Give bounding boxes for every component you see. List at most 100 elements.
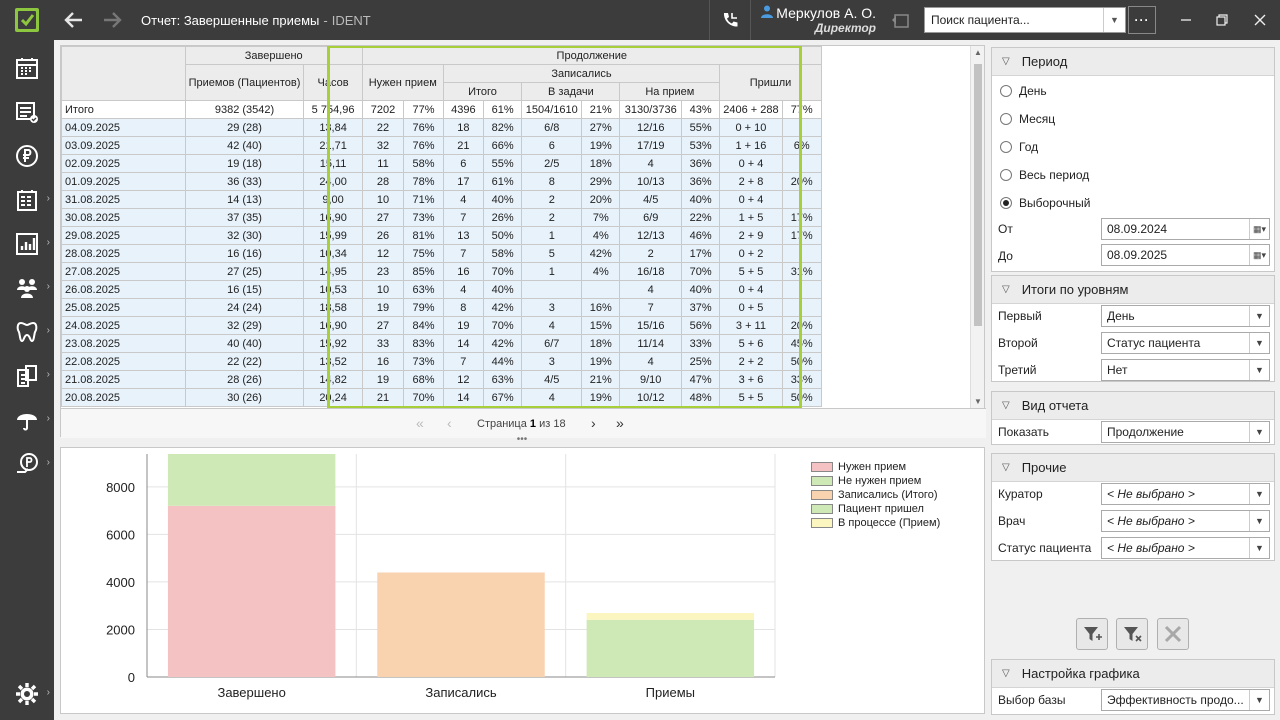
scroll-down-icon[interactable]: ▼ — [974, 397, 982, 406]
prev-page-icon[interactable]: ‹ — [447, 415, 452, 431]
user-icon — [761, 5, 774, 21]
radio-icon[interactable] — [1000, 169, 1012, 181]
chevron-down-icon[interactable]: ▼ — [1103, 8, 1125, 32]
sidebar-item-dental[interactable]: › — [0, 312, 54, 352]
table-row[interactable]: 04.09.2025 29 (28) 13,84 22 76% 18 82% 6/8 27% 12… — [61, 118, 971, 137]
receptions-header[interactable]: Приемов (Пациентов) — [184, 64, 305, 101]
sidebar-item-analytics[interactable]: › — [0, 224, 54, 264]
sidebar-item-insurance[interactable]: › — [0, 400, 54, 440]
second-level-select[interactable]: Статус пациента ▼ — [1101, 332, 1270, 354]
user-block[interactable]: Меркулов А. О. Директор — [756, 0, 876, 40]
table-empty-area — [821, 298, 971, 317]
signed-reception-header[interactable]: На прием — [619, 82, 721, 101]
period-option[interactable]: Месяц — [1000, 112, 1055, 126]
calendar-dropdown-icon[interactable]: ▦▾ — [1249, 245, 1269, 265]
came-header[interactable]: Пришли — [719, 64, 822, 101]
chevron-down-icon[interactable]: ▼ — [1249, 422, 1269, 442]
calendar-dropdown-icon[interactable]: ▦▾ — [1249, 219, 1269, 239]
table-row[interactable]: 30.08.2025 37 (35) 16,90 27 73% 7 26% 2 7% 6/9 22%… — [61, 208, 971, 227]
back-icon[interactable] — [58, 0, 90, 40]
close-icon[interactable] — [1240, 0, 1280, 40]
radio-icon[interactable] — [1000, 113, 1012, 125]
view-header[interactable]: ▽ Вид отчета — [992, 392, 1274, 420]
first-page-icon[interactable]: « — [416, 415, 424, 431]
period-option[interactable]: День — [1000, 84, 1047, 98]
total-row[interactable]: Итого 9382 (3542) 5 754,96 7202 77% 4396 61% 15… — [61, 100, 971, 119]
radio-icon[interactable] — [1000, 85, 1012, 97]
from-date-input[interactable]: 08.09.2024 ▦▾ — [1101, 218, 1270, 240]
splitter-handle[interactable]: ••• — [516, 434, 528, 445]
chevron-down-icon[interactable]: ▼ — [1249, 538, 1269, 558]
export-excel-button[interactable] — [1157, 618, 1189, 650]
app-logo[interactable] — [0, 0, 54, 40]
table-row[interactable]: 25.08.2025 24 (24) 18,58 19 79% 8 42% 3 16% 7 37% 0… — [61, 298, 971, 317]
forward-icon[interactable] — [96, 0, 128, 40]
vertical-scrollbar[interactable]: ▲ ▼ — [970, 46, 984, 408]
radio-icon[interactable] — [1000, 141, 1012, 153]
curator-select[interactable]: < Не выбрано > ▼ — [1101, 483, 1270, 505]
table-row[interactable]: 26.08.2025 16 (15) 10,53 10 63% 4 40% 4 40% 0 + 4 — [61, 280, 971, 299]
minimize-icon[interactable] — [1168, 0, 1204, 40]
table-row[interactable]: 31.08.2025 14 (13) 9,00 10 71% 4 40% 2 20% 4/5 40%… — [61, 190, 971, 209]
table-row[interactable]: 02.09.2025 19 (18) 15,11 11 58% 6 55% 2/5 18% 4 36… — [61, 154, 971, 173]
levels-header[interactable]: ▽ Итоги по уровням — [992, 276, 1274, 304]
sidebar-item-patients[interactable]: › — [0, 268, 54, 308]
period-option[interactable]: Выборочный — [1000, 196, 1090, 210]
doctor-select[interactable]: < Не выбрано > ▼ — [1101, 510, 1270, 532]
sidebar-item-documents[interactable]: › — [0, 356, 54, 396]
chevron-down-icon[interactable]: ▼ — [1249, 333, 1269, 353]
sidebar-item-finance[interactable] — [0, 136, 54, 176]
table-cell: 2/5 — [521, 154, 583, 173]
base-select[interactable]: Эффективность продо... ▼ — [1101, 689, 1270, 711]
need-reception-header[interactable]: Нужен прием — [361, 64, 444, 101]
table-row[interactable]: 01.09.2025 36 (33) 24,00 28 78% 17 61% 8 29% 10/1… — [61, 172, 971, 191]
table-cell: 31% — [781, 262, 822, 281]
patient-status-select[interactable]: < Не выбрано > ▼ — [1101, 537, 1270, 559]
chart-settings-header[interactable]: ▽ Настройка графика — [992, 660, 1274, 688]
sidebar-item-settings[interactable]: › — [0, 674, 54, 714]
restore-icon[interactable] — [1204, 0, 1240, 40]
sidebar-item-reports[interactable]: › — [0, 180, 54, 220]
table-row[interactable]: 28.08.2025 16 (16) 10,34 12 75% 7 58% 5 42% 2 17% 0… — [61, 244, 971, 263]
table-row[interactable]: 22.08.2025 22 (22) 13,52 16 73% 7 44% 3 19% 4 25% 2… — [61, 352, 971, 371]
patient-search-input[interactable]: Поиск пациента... ▼ — [924, 7, 1126, 33]
sidebar-item-schedule[interactable] — [0, 48, 54, 88]
table-row[interactable]: 03.09.2025 42 (40) 21,71 32 76% 21 66% 6 19% 17/1… — [61, 136, 971, 155]
sidebar-item-tasks[interactable] — [0, 92, 54, 132]
table-row[interactable]: 21.08.2025 28 (26) 14,82 19 68% 12 63% 4/5 21% 9/… — [61, 370, 971, 389]
show-select[interactable]: Продолжение ▼ — [1101, 421, 1270, 443]
next-page-icon[interactable]: › — [591, 415, 596, 431]
period-option[interactable]: Весь период — [1000, 168, 1089, 182]
scroll-up-icon[interactable]: ▲ — [974, 48, 982, 57]
first-level-select[interactable]: День ▼ — [1101, 305, 1270, 327]
sidebar-item-payments[interactable]: › — [0, 444, 54, 484]
table-row[interactable]: 27.08.2025 27 (25) 14,95 23 85% 16 70% 1 4% 16/18… — [61, 262, 971, 281]
apply-filter-button[interactable] — [1076, 618, 1108, 650]
chevron-down-icon[interactable]: ▼ — [1249, 690, 1269, 710]
table-row[interactable]: 20.08.2025 30 (26) 20,24 21 70% 14 67% 4 19% 10/1… — [61, 388, 971, 407]
hours-header[interactable]: Часов — [303, 64, 363, 101]
period-header[interactable]: ▽ Период — [992, 48, 1274, 76]
scrollbar-thumb[interactable] — [974, 64, 982, 326]
last-page-icon[interactable]: » — [616, 415, 624, 431]
table-row[interactable]: 24.08.2025 32 (29) 16,90 27 84% 19 70% 4 15% 15/1… — [61, 316, 971, 335]
other-header[interactable]: ▽ Прочие — [992, 454, 1274, 482]
table-row[interactable]: 29.08.2025 32 (30) 15,99 26 81% 13 50% 1 4% 12/13… — [61, 226, 971, 245]
table-row[interactable]: 23.08.2025 40 (40) 15,92 33 83% 14 42% 6/7 18% 11… — [61, 334, 971, 353]
third-level-select[interactable]: Нет ▼ — [1101, 359, 1270, 381]
signed-total-header[interactable]: Итого — [442, 82, 523, 101]
table-cell: 5 754,96 — [303, 100, 363, 119]
radio-icon[interactable] — [1000, 197, 1012, 209]
to-date-input[interactable]: 08.09.2025 ▦▾ — [1101, 244, 1270, 266]
chevron-down-icon[interactable]: ▼ — [1249, 306, 1269, 326]
clear-filter-button[interactable] — [1116, 618, 1148, 650]
history-icon[interactable] — [882, 0, 918, 40]
more-button[interactable]: ··· — [1128, 6, 1156, 34]
signed-tasks-header[interactable]: В задачи — [521, 82, 621, 101]
chevron-down-icon[interactable]: ▼ — [1249, 484, 1269, 504]
phone-icon[interactable] — [710, 0, 750, 40]
chevron-down-icon[interactable]: ▼ — [1249, 511, 1269, 531]
chevron-down-icon[interactable]: ▼ — [1249, 360, 1269, 380]
date-header[interactable] — [61, 46, 186, 101]
period-option[interactable]: Год — [1000, 140, 1038, 154]
